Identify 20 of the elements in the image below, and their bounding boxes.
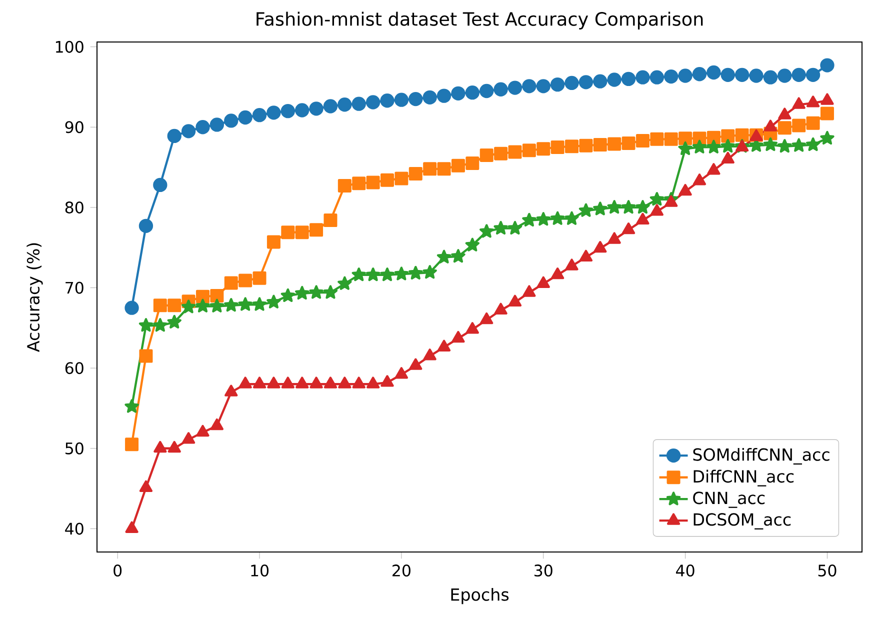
x-tick-label: 0: [114, 564, 122, 577]
legend-label: CNN_acc: [693, 492, 765, 508]
y-tick-label: 90: [65, 121, 84, 134]
y-axis-title: Accuracy (%): [26, 243, 43, 352]
y-tick-label: 70: [66, 282, 84, 294]
y-tick-label: 80: [65, 201, 84, 214]
x-tick-label: 10: [251, 564, 269, 577]
legend-label: DCSOM_acc: [694, 513, 791, 530]
x-tick-label: 50: [818, 564, 836, 577]
x-axis-title: Epochs: [451, 588, 509, 604]
x-tick-label: 20: [392, 564, 410, 577]
x-tick-label: 30: [534, 564, 552, 577]
y-tick-label: 40: [65, 522, 84, 535]
chart-title: Fashion-mnist dataset Test Accuracy Comparison: [256, 12, 703, 30]
legend-label: DiffCNN_acc: [694, 470, 794, 486]
y-tick-label: 60: [65, 362, 84, 374]
x-tick-label: 40: [676, 564, 694, 577]
legend-label: SOMdiffCNN_acc: [693, 448, 830, 465]
y-tick-label: 100: [56, 40, 84, 53]
y-tick-label: 50: [66, 442, 84, 454]
